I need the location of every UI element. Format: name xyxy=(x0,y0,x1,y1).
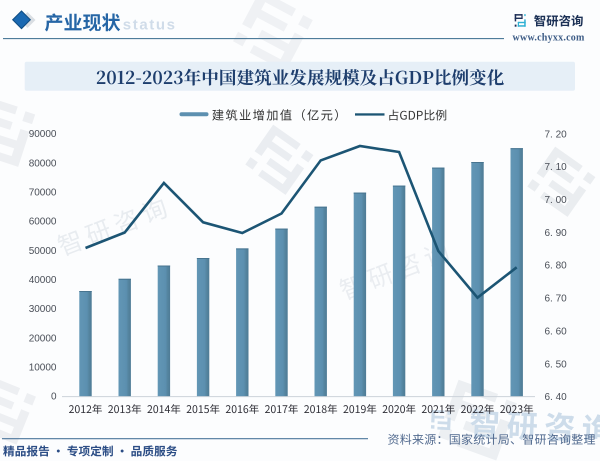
svg-text:6. 60: 6. 60 xyxy=(545,326,568,337)
svg-text:7. 10: 7. 10 xyxy=(545,162,568,173)
svg-text:70000: 70000 xyxy=(29,188,57,199)
svg-text:80000: 80000 xyxy=(29,158,57,169)
svg-text:www.chyxx.com: www.chyxx.com xyxy=(513,33,586,44)
svg-text:60000: 60000 xyxy=(29,217,57,228)
svg-text:90000: 90000 xyxy=(29,129,57,140)
svg-text:7. 00: 7. 00 xyxy=(545,195,568,206)
svg-text:7. 20: 7. 20 xyxy=(545,129,568,140)
svg-text:20000: 20000 xyxy=(29,333,57,344)
svg-text:6. 90: 6. 90 xyxy=(545,228,568,239)
svg-text:40000: 40000 xyxy=(29,275,57,286)
svg-text:0: 0 xyxy=(51,392,57,403)
svg-text:status: status xyxy=(123,16,177,33)
svg-text:6. 40: 6. 40 xyxy=(545,392,568,403)
svg-text:30000: 30000 xyxy=(29,304,57,315)
svg-text:50000: 50000 xyxy=(29,246,57,257)
svg-text:10000: 10000 xyxy=(29,362,57,373)
svg-text:6. 70: 6. 70 xyxy=(545,294,568,305)
svg-text:6. 80: 6. 80 xyxy=(545,261,568,272)
svg-text:6. 50: 6. 50 xyxy=(545,359,568,370)
